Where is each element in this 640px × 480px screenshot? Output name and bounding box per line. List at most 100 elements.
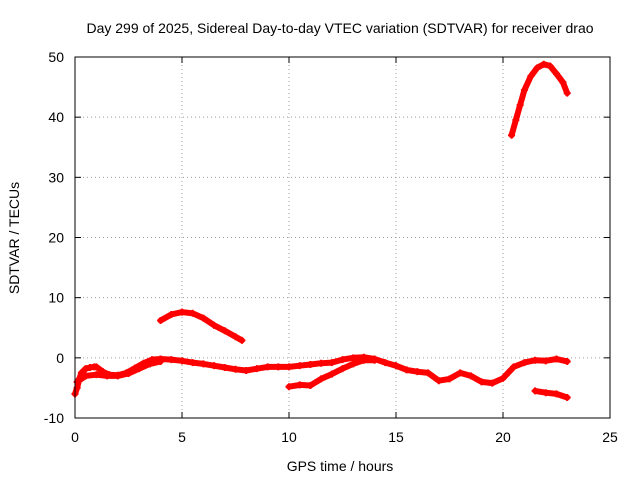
- data-point: [563, 394, 571, 402]
- data-point: [125, 369, 132, 377]
- data-point: [520, 86, 528, 94]
- data-point: [306, 382, 314, 390]
- data-point: [446, 375, 453, 383]
- sdtvar-early-arc: [157, 308, 246, 344]
- data-point: [232, 365, 239, 373]
- data-point: [531, 387, 539, 395]
- data-point: [189, 359, 197, 367]
- data-point: [210, 321, 218, 329]
- data-point: [135, 365, 143, 373]
- data-point: [317, 375, 325, 383]
- data-point: [546, 62, 554, 70]
- x-tick-label: 25: [602, 429, 618, 445]
- data-point: [533, 64, 541, 72]
- data-point: [114, 372, 122, 380]
- data-point: [274, 363, 282, 371]
- data-point: [146, 360, 154, 368]
- data-point: [520, 359, 528, 367]
- data-point: [210, 362, 218, 370]
- sdtvar-evening-segment: [285, 356, 379, 391]
- data-point: [542, 357, 550, 365]
- data-point: [339, 365, 346, 373]
- data-point: [199, 360, 207, 368]
- data-point: [413, 368, 421, 376]
- x-axis-label: GPS time / hours: [287, 458, 394, 474]
- data-point: [306, 360, 314, 368]
- data-point: [232, 333, 239, 341]
- data-point: [221, 363, 229, 371]
- y-axis-label: SDTVAR / TECUs: [6, 182, 22, 294]
- data-point: [456, 369, 464, 377]
- data-point: [371, 356, 379, 364]
- data-point: [559, 78, 567, 86]
- data-point: [238, 336, 246, 344]
- tick-layer: 0 5 10 15 20 25 -10 0 10 20 30 40 50: [44, 49, 618, 445]
- data-point: [317, 359, 325, 367]
- data-point: [178, 308, 186, 316]
- data-point: [360, 356, 368, 364]
- y-tick-label: 20: [48, 230, 64, 246]
- data-point: [563, 89, 571, 97]
- data-point: [516, 101, 524, 109]
- data-point: [103, 372, 111, 380]
- y-tick-label: 30: [48, 169, 64, 185]
- series-layer: [71, 60, 571, 402]
- data-point: [512, 116, 520, 124]
- data-point: [285, 383, 293, 391]
- data-point: [178, 357, 186, 365]
- data-point: [349, 354, 357, 362]
- data-point: [77, 369, 85, 377]
- data-point: [339, 356, 346, 364]
- data-point: [510, 363, 518, 371]
- data-point: [531, 356, 539, 364]
- data-point: [542, 389, 550, 397]
- data-point: [264, 363, 272, 371]
- data-point: [540, 60, 548, 68]
- data-point: [167, 356, 175, 364]
- data-point: [189, 309, 197, 317]
- y-tick-label: 0: [56, 350, 64, 366]
- y-tick-label: 40: [48, 109, 64, 125]
- data-point: [92, 371, 100, 379]
- data-point: [167, 311, 175, 319]
- data-point: [92, 363, 100, 371]
- sdtvar-late-negative-segment: [531, 387, 571, 402]
- data-point: [488, 379, 496, 387]
- data-point: [349, 360, 357, 368]
- data-point: [403, 366, 411, 374]
- x-tick-label: 15: [388, 429, 404, 445]
- data-point: [553, 70, 560, 78]
- data-point: [328, 359, 336, 367]
- data-point: [157, 357, 165, 365]
- chart-title: Day 299 of 2025, Sidereal Day-to-day VTE…: [86, 20, 593, 36]
- x-tick-label: 20: [495, 429, 511, 445]
- data-point: [467, 372, 475, 380]
- data-point: [553, 390, 560, 398]
- data-point: [221, 327, 229, 335]
- data-point: [253, 365, 261, 373]
- data-point: [82, 365, 90, 373]
- data-point: [381, 359, 389, 367]
- data-point: [435, 377, 443, 385]
- x-tick-label: 5: [178, 429, 186, 445]
- sdtvar-late-arc: [508, 60, 571, 139]
- data-point: [499, 374, 507, 382]
- y-tick-label: -10: [44, 410, 64, 426]
- y-tick-label: 10: [48, 290, 64, 306]
- data-point: [285, 363, 293, 371]
- data-point: [157, 317, 165, 325]
- data-point: [527, 72, 535, 80]
- sdtvar-lower-band: [73, 357, 165, 386]
- data-point: [392, 362, 400, 370]
- data-point: [553, 355, 560, 363]
- data-point: [508, 131, 516, 139]
- x-tick-label: 10: [281, 429, 297, 445]
- data-point: [478, 378, 486, 386]
- data-point: [199, 314, 207, 322]
- data-point: [82, 372, 90, 380]
- data-point: [328, 370, 336, 378]
- data-point: [563, 357, 571, 365]
- y-tick-label: 50: [48, 49, 64, 65]
- data-point: [296, 362, 304, 370]
